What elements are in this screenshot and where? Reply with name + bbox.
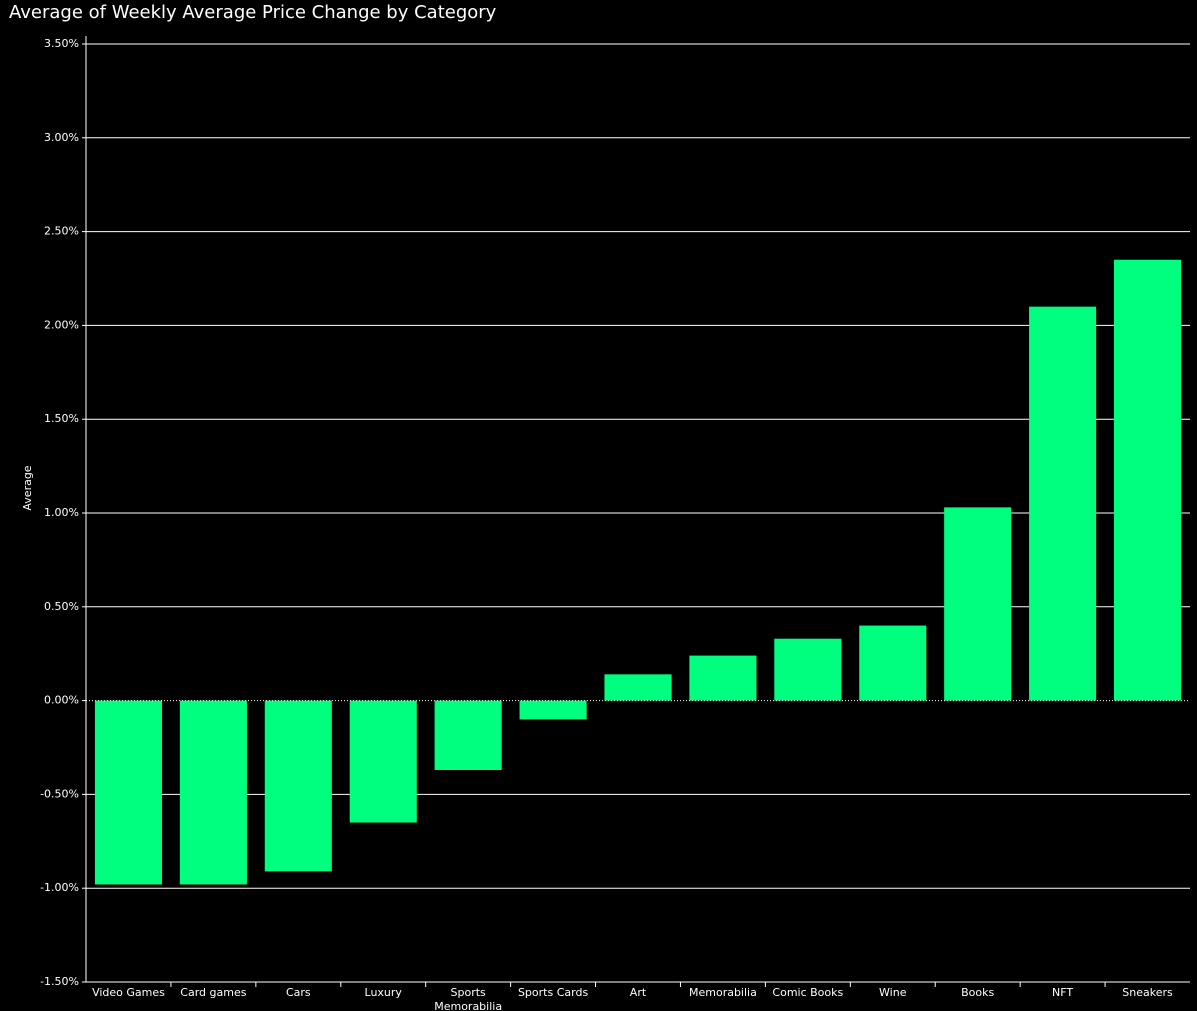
y-axis-title: Average [21,465,34,510]
y-tick-label: 0.00% [44,694,79,707]
x-tick-label: Luxury [364,986,402,999]
x-tick-label: Video Games [92,986,165,999]
bar [264,700,332,872]
bar [774,638,842,701]
y-tick-label: 1.50% [44,412,79,425]
y-tick-label: 1.00% [44,506,79,519]
x-tick-label: Memorabilia [688,986,757,999]
bar [179,700,247,885]
y-tick-label: 3.00% [44,131,79,144]
bar [1029,306,1097,701]
chart-title: Average of Weekly Average Price Change b… [9,2,497,23]
bar [94,700,163,885]
x-tick-label: Sports Cards [517,986,589,999]
x-tick-label: Card games [180,986,247,999]
bar [944,507,1012,701]
y-tick-label: 0.50% [44,600,79,613]
bar [1113,259,1182,701]
x-tick-label: Art [629,986,647,999]
bar [689,655,757,701]
x-tick-label: Comic Books [772,986,844,999]
y-tick-label: 3.50% [44,37,79,50]
bar [349,700,417,823]
y-tick-label: -1.00% [40,881,79,894]
bar [604,674,672,701]
bar [859,625,927,701]
x-tick-label: Cars [285,986,311,999]
y-tick-label: -1.50% [40,975,79,988]
x-tick-label: Books [961,986,995,999]
y-tick-label: 2.50% [44,225,79,238]
y-tick-label: -0.50% [40,787,79,800]
bar [434,700,502,771]
x-tick-label: Wine [879,986,907,999]
x-tick-label: Sneakers [1122,986,1173,999]
y-tick-label: 2.00% [44,318,79,331]
x-tick-label: Sports Memorabilia [434,986,503,1011]
bar [519,700,587,720]
x-tick-label: NFT [1052,986,1074,999]
